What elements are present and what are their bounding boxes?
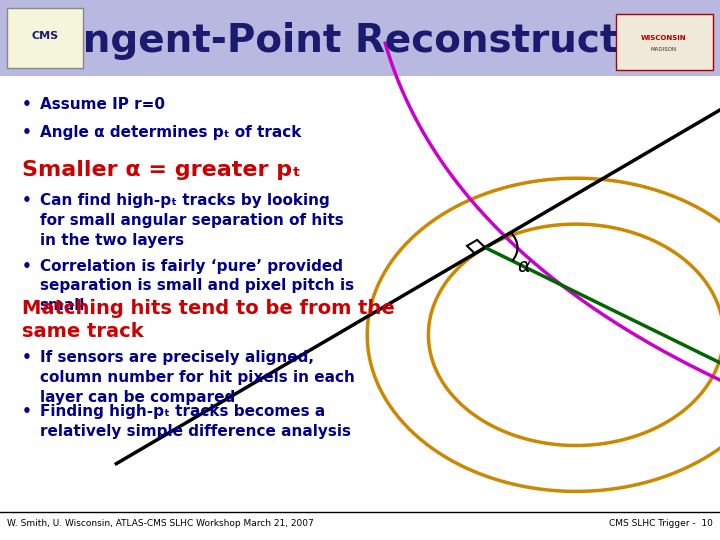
Text: $\alpha$: $\alpha$ (518, 257, 532, 276)
Text: CMS SLHC Trigger -  10: CMS SLHC Trigger - 10 (609, 519, 713, 528)
Text: Smaller α = greater pₜ: Smaller α = greater pₜ (22, 160, 300, 180)
Text: •: • (22, 350, 32, 365)
Text: Correlation is fairly ‘pure’ provided
separation is small and pixel pitch is
sma: Correlation is fairly ‘pure’ provided se… (40, 259, 354, 313)
FancyBboxPatch shape (7, 8, 83, 68)
Text: •: • (22, 125, 32, 140)
Polygon shape (0, 0, 720, 76)
Text: Matching hits tend to be from the
same track: Matching hits tend to be from the same t… (22, 299, 395, 341)
Text: •: • (22, 193, 32, 208)
Text: Angle α determines pₜ of track: Angle α determines pₜ of track (40, 125, 301, 140)
Text: If sensors are precisely aligned,
column number for hit pixels in each
layer can: If sensors are precisely aligned, column… (40, 350, 354, 404)
Text: WISCONSIN: WISCONSIN (641, 35, 687, 41)
Text: CMS: CMS (32, 31, 59, 41)
Text: •: • (22, 404, 32, 419)
Text: •: • (22, 97, 32, 112)
Text: Tangent-Point Reconstruction: Tangent-Point Reconstruction (35, 22, 685, 59)
Text: Finding high-pₜ tracks becomes a
relatively simple difference analysis: Finding high-pₜ tracks becomes a relativ… (40, 404, 351, 438)
FancyBboxPatch shape (616, 14, 713, 70)
FancyBboxPatch shape (0, 76, 720, 518)
Text: W. Smith, U. Wisconsin, ATLAS-CMS SLHC Workshop March 21, 2007: W. Smith, U. Wisconsin, ATLAS-CMS SLHC W… (7, 519, 314, 528)
Text: Can find high-pₜ tracks by looking
for small angular separation of hits
in the t: Can find high-pₜ tracks by looking for s… (40, 193, 343, 248)
Text: •: • (22, 259, 32, 274)
Text: Assume IP r=0: Assume IP r=0 (40, 97, 165, 112)
Text: MADISON: MADISON (651, 47, 677, 52)
